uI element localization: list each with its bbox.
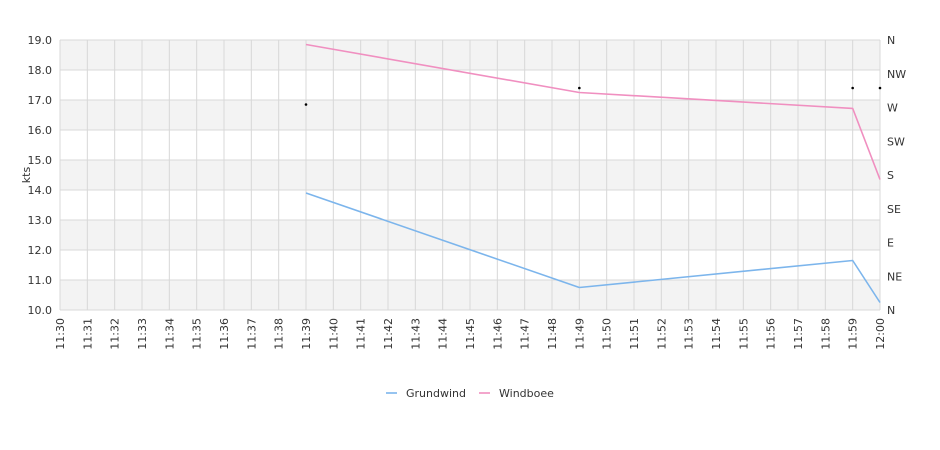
x-tick-label: 11:57 (792, 318, 805, 350)
direction-tick-label: W (887, 102, 898, 115)
x-tick-label: 11:42 (382, 318, 395, 350)
x-axis-ticks: 11:30 11:31 11:32 11:33 11:34 11:35 11:36 11:37… (54, 318, 887, 350)
grid-lines (59, 39, 881, 311)
y-tick-label: 12.0 (28, 244, 53, 257)
x-tick-label: 11:52 (655, 318, 668, 350)
direction-marker (851, 86, 854, 90)
x-tick-label: 11:32 (109, 318, 122, 350)
x-tick-label: 11:37 (245, 318, 258, 350)
legend-item-label: Windboee (499, 387, 554, 400)
direction-markers (304, 86, 882, 106)
y-tick-label: 19.0 (28, 34, 53, 47)
x-tick-label: 11:39 (300, 318, 313, 350)
x-tick-label: 11:48 (546, 318, 559, 350)
x-tick-label: 11:49 (573, 318, 586, 350)
x-tick-label: 12:00 (874, 318, 887, 350)
direction-axis-ticks: N NE E SE S SW W NW N (887, 34, 906, 317)
x-tick-label: 11:59 (847, 318, 860, 350)
direction-tick-label: NE (887, 270, 902, 283)
x-tick-label: 11:35 (191, 318, 204, 350)
x-tick-label: 11:34 (163, 318, 176, 350)
y-tick-label: 15.0 (28, 154, 53, 167)
direction-tick-label: N (887, 34, 895, 47)
x-tick-label: 11:41 (355, 318, 368, 350)
y-tick-label: 10.0 (28, 304, 53, 317)
x-tick-label: 11:54 (710, 318, 723, 350)
y-axis-ticks: 10.0 11.0 12.0 13.0 14.0 15.0 16.0 17.0 18.0 19.0 (28, 34, 53, 317)
direction-marker (578, 86, 581, 90)
legend-item-label: Grundwind (406, 387, 466, 400)
x-tick-label: 11:47 (519, 318, 532, 350)
y-tick-label: 14.0 (28, 184, 53, 197)
direction-tick-label: S (887, 169, 894, 182)
x-tick-label: 11:46 (491, 318, 504, 350)
series-lines (305, 43, 881, 303)
y-axis-label: kts (20, 167, 33, 184)
direction-tick-label: N (887, 304, 895, 317)
x-tick-label: 11:43 (409, 318, 422, 350)
direction-tick-label: SW (887, 135, 905, 148)
direction-tick-label: E (887, 237, 894, 250)
legend: Grundwind Windboee (386, 387, 554, 400)
y-tick-label: 17.0 (28, 94, 53, 107)
series-line-grundwind (305, 192, 881, 303)
x-tick-label: 11:38 (273, 318, 286, 350)
direction-tick-label: SE (887, 203, 901, 216)
x-tick-label: 11:51 (628, 318, 641, 350)
x-tick-label: 11:53 (683, 318, 696, 350)
x-tick-label: 11:40 (327, 318, 340, 350)
x-tick-label: 11:44 (437, 318, 450, 350)
x-tick-label: 11:55 (737, 318, 750, 350)
y-tick-label: 18.0 (28, 64, 53, 77)
y-tick-label: 16.0 (28, 124, 53, 137)
y-tick-label: 13.0 (28, 214, 53, 227)
x-tick-label: 11:33 (136, 318, 149, 350)
direction-marker (878, 86, 882, 90)
x-tick-label: 11:58 (819, 318, 832, 350)
x-tick-label: 11:30 (54, 318, 67, 350)
y-tick-label: 11.0 (28, 274, 53, 287)
x-tick-label: 11:31 (81, 318, 94, 350)
x-tick-label: 11:36 (218, 318, 231, 350)
x-tick-label: 11:50 (601, 318, 614, 350)
x-tick-label: 11:45 (464, 318, 477, 350)
direction-tick-label: NW (887, 68, 906, 81)
direction-marker (304, 103, 308, 106)
series-line-windboee (305, 43, 881, 180)
x-tick-label: 11:56 (765, 318, 778, 350)
